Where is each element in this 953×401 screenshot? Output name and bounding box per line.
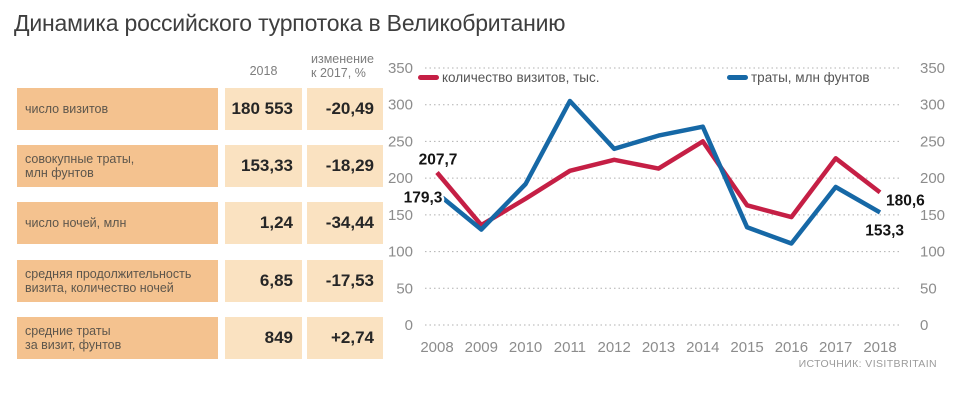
y-axis-tick-right: 50 [920,280,937,297]
page-title: Динамика российского турпотока в Великоб… [14,10,566,36]
y-axis-tick-left: 50 [396,280,413,297]
visits-line-swatch [418,74,439,80]
row-change-pct: -20,49 [307,88,383,130]
table-header-year: 2018 [249,64,278,78]
data-point-label: 179,3 [404,189,443,206]
row-value-2018: 180 553 [225,88,302,130]
y-axis-tick-right: 250 [920,133,945,150]
row-label: число визитов [17,88,218,130]
row-value-2018: 6,85 [225,260,302,302]
y-axis-tick-right: 200 [920,170,945,187]
y-axis-tick-left: 350 [388,60,413,77]
spend-series-line [435,98,882,246]
x-axis-tick: 2014 [686,339,719,356]
data-point-label: 180,6 [886,192,925,209]
y-axis-tick-right: 150 [920,207,945,224]
legend-item-spend: траты, млн фунтов [727,69,870,85]
legend-item-visits: количество визитов, тыс. [418,69,600,85]
y-axis-tick-right: 350 [920,60,945,77]
spend-line-swatch [727,74,748,80]
x-axis-tick: 2008 [420,339,453,356]
y-axis-tick-left: 300 [388,97,413,114]
row-value-2018: 153,33 [225,145,302,187]
row-label: число ночей, млн [17,202,218,244]
y-axis-tick-right: 300 [920,97,945,114]
x-axis-tick: 2018 [863,339,896,356]
visits-series-line [435,139,882,228]
x-axis-tick: 2013 [642,339,675,356]
x-axis-tick: 2009 [465,339,498,356]
row-change-pct: -17,53 [307,260,383,302]
x-axis-tick: 2012 [598,339,631,356]
row-label: средняя продолжительность визита, количе… [17,260,218,302]
line-chart-svg: 0 0 50 50 100 100 150 150 200 200 250 250 300 300 350 3… [388,60,945,356]
row-change-pct: +2,74 [307,317,383,359]
x-axis-tick: 2010 [509,339,542,356]
row-label: совокупные траты, млн фунтов [17,145,218,187]
y-axis-tick-left: 250 [388,133,413,150]
x-axis-tick: 2015 [730,339,763,356]
row-label: средние траты за визит, фунтов [17,317,218,359]
x-axis-tick: 2016 [775,339,808,356]
legend-label: траты, млн фунтов [751,69,870,85]
source-credit: ИСТОЧНИК: VISITBRITAIN [798,358,937,370]
line-chart: 0 0 50 50 100 100 150 150 200 200 250 250 300 300 350 3… [383,58,953,393]
x-axis-tick: 2011 [554,339,586,356]
legend-label: количество визитов, тыс. [442,69,600,85]
row-change-pct: -18,29 [307,145,383,187]
y-axis-tick-left: 150 [388,207,413,224]
row-value-2018: 849 [225,317,302,359]
data-point-label: 207,7 [419,151,458,168]
y-axis-tick-right: 100 [920,244,945,261]
y-axis-tick-left: 0 [405,317,413,334]
x-axis-tick: 2017 [819,339,852,356]
row-change-pct: -34,44 [307,202,383,244]
data-point-label: 153,3 [865,222,904,239]
y-axis-tick-left: 100 [388,244,413,261]
table-header-change: изменение к 2017, % [311,52,374,80]
row-value-2018: 1,24 [225,202,302,244]
y-axis-tick-right: 0 [920,317,928,334]
y-axis-tick-left: 200 [388,170,413,187]
